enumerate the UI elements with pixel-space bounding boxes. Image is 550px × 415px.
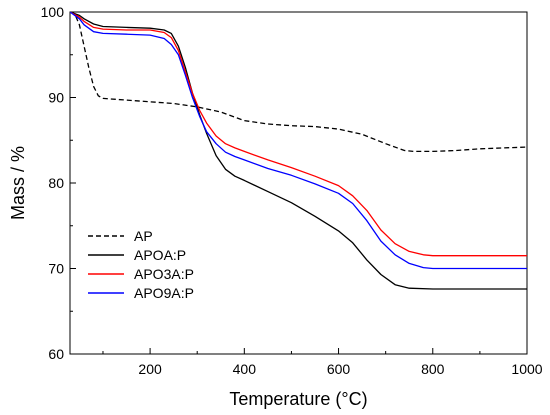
x-tick-label: 200	[138, 361, 162, 377]
series-line-apo3a-p	[70, 12, 527, 257]
y-tick-label: 80	[48, 175, 64, 191]
legend-label: APOA:P	[134, 247, 186, 263]
x-tick-label: 1000	[511, 361, 542, 377]
series-line-ap	[70, 12, 527, 153]
y-tick-label: 100	[41, 4, 65, 20]
x-tick-label: 400	[233, 361, 257, 377]
y-tick-label: 60	[48, 346, 64, 362]
legend: AP APOA:P APO3A:P APO9A:P	[88, 228, 194, 301]
series-line-apo9a-p	[70, 12, 527, 270]
axes-ticks: 200 400 600 800 1000 60 70 80 90 100	[41, 4, 543, 377]
legend-label: AP	[134, 228, 153, 244]
y-tick-label: 70	[48, 261, 64, 277]
y-tick-label: 90	[48, 90, 64, 106]
x-tick-label: 800	[421, 361, 445, 377]
plot-area	[69, 11, 528, 355]
x-axis-label: Temperature (°C)	[229, 389, 367, 409]
x-tick-label: 600	[327, 361, 351, 377]
legend-label: APO9A:P	[134, 285, 194, 301]
series-line-apoa-p	[70, 12, 527, 290]
legend-label: APO3A:P	[134, 266, 194, 282]
y-axis-label: Mass / %	[8, 146, 28, 220]
series-layer	[70, 12, 527, 290]
